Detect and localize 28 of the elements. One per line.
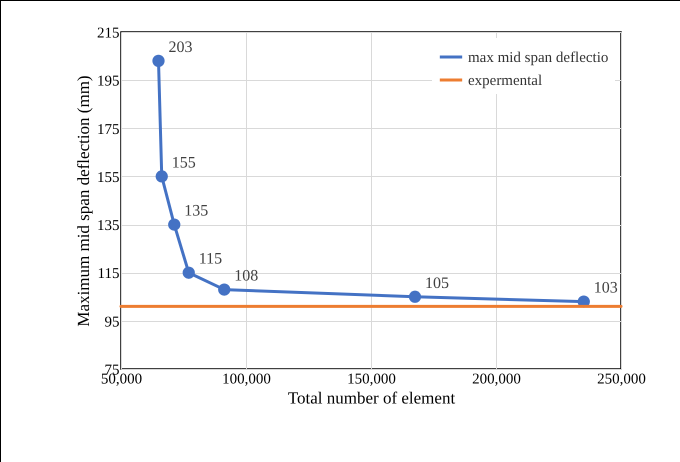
y-tick-label: 115: [98, 266, 120, 282]
point: [218, 283, 230, 296]
y-tick-label: 95: [104, 314, 120, 330]
data-label: 135: [184, 202, 208, 220]
data-label: 203: [168, 38, 192, 56]
y-tick-label: 175: [97, 122, 120, 138]
y-tick-label: 215: [97, 26, 120, 42]
point: [156, 170, 168, 183]
y-tick-label: 135: [97, 218, 120, 234]
x-tick-label: 100,000: [222, 372, 271, 388]
x-tick-label: 200,000: [472, 372, 521, 388]
point: [168, 218, 180, 231]
data-label: 103: [594, 280, 618, 297]
data-label: 108: [234, 268, 258, 285]
point: [408, 290, 422, 303]
data-label: 115: [198, 250, 222, 268]
y-tick-label: 195: [97, 74, 120, 90]
point: [152, 54, 165, 67]
data-label: 155: [172, 154, 196, 172]
x-tick-label: 250,000: [597, 372, 646, 388]
x-axis-title: Total number of element: [288, 388, 456, 408]
data-label: 105: [425, 274, 449, 292]
y-tick-label: 155: [97, 170, 120, 186]
y-axis-title: Maximum mid span deflection (mm): [74, 75, 93, 327]
legend-label: expermental: [468, 73, 542, 89]
legend-label: max mid span deflectio: [468, 50, 608, 66]
point: [182, 266, 195, 279]
x-tick-label: 150,000: [347, 372, 396, 388]
